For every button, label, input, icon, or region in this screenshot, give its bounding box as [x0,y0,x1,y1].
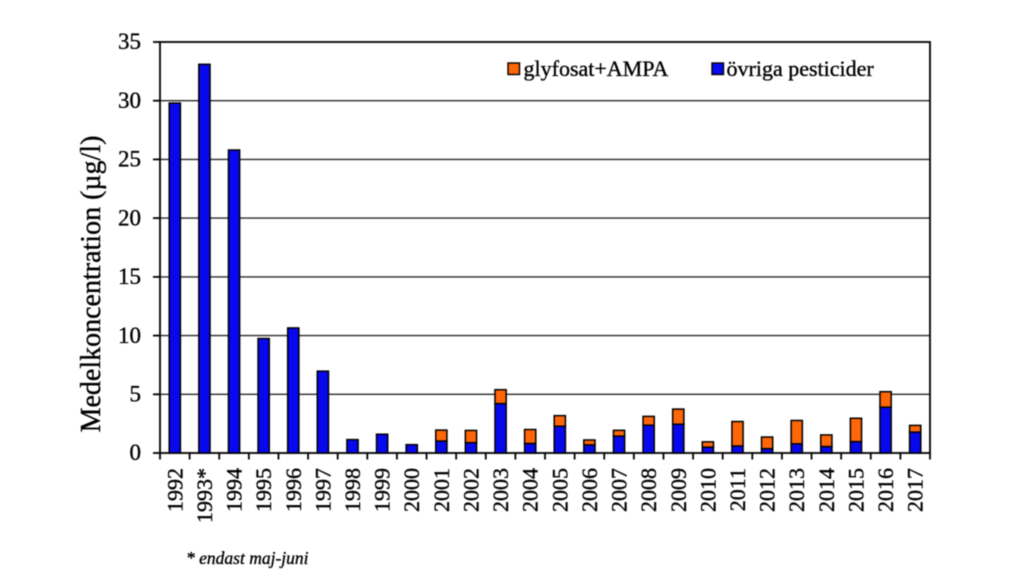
svg-text:2004: 2004 [518,468,543,512]
svg-text:25: 25 [118,147,141,172]
svg-text:2013: 2013 [784,468,809,512]
svg-text:1995: 1995 [251,468,276,512]
svg-text:2002: 2002 [458,468,483,512]
svg-text:15: 15 [118,264,141,289]
svg-text:2017: 2017 [903,468,928,512]
svg-text:1994: 1994 [222,468,247,512]
svg-text:2015: 2015 [843,468,868,512]
svg-text:2005: 2005 [547,468,572,512]
svg-text:2012: 2012 [755,468,780,512]
svg-text:2007: 2007 [607,468,632,512]
svg-text:2001: 2001 [429,468,454,512]
svg-text:2014: 2014 [814,468,839,512]
svg-text:1997: 1997 [310,468,335,512]
svg-text:* endast maj-juni: * endast maj-juni [186,548,309,568]
svg-text:10: 10 [118,323,141,348]
svg-text:2008: 2008 [636,468,661,512]
svg-text:20: 20 [118,205,141,230]
svg-text:5: 5 [130,382,142,407]
svg-text:Medelkoncentration (µg/l): Medelkoncentration (µg/l) [76,136,107,433]
svg-text:2011: 2011 [725,468,750,511]
svg-text:2009: 2009 [666,468,691,512]
svg-text:1993*: 1993* [192,468,217,523]
svg-text:2010: 2010 [695,468,720,512]
svg-text:1998: 1998 [340,468,365,512]
svg-text:2016: 2016 [873,468,898,512]
svg-text:1996: 1996 [281,468,306,512]
svg-text:30: 30 [118,88,141,113]
svg-text:2006: 2006 [577,468,602,512]
svg-text:0: 0 [130,440,142,465]
svg-text:2000: 2000 [399,468,424,512]
svg-text:2003: 2003 [488,468,513,512]
svg-text:glyfosat+AMPA: glyfosat+AMPA [524,56,669,81]
svg-text:övriga pesticider: övriga pesticider [727,56,875,81]
svg-text:1992: 1992 [162,468,187,512]
svg-text:35: 35 [118,29,141,54]
svg-text:1999: 1999 [370,468,395,512]
